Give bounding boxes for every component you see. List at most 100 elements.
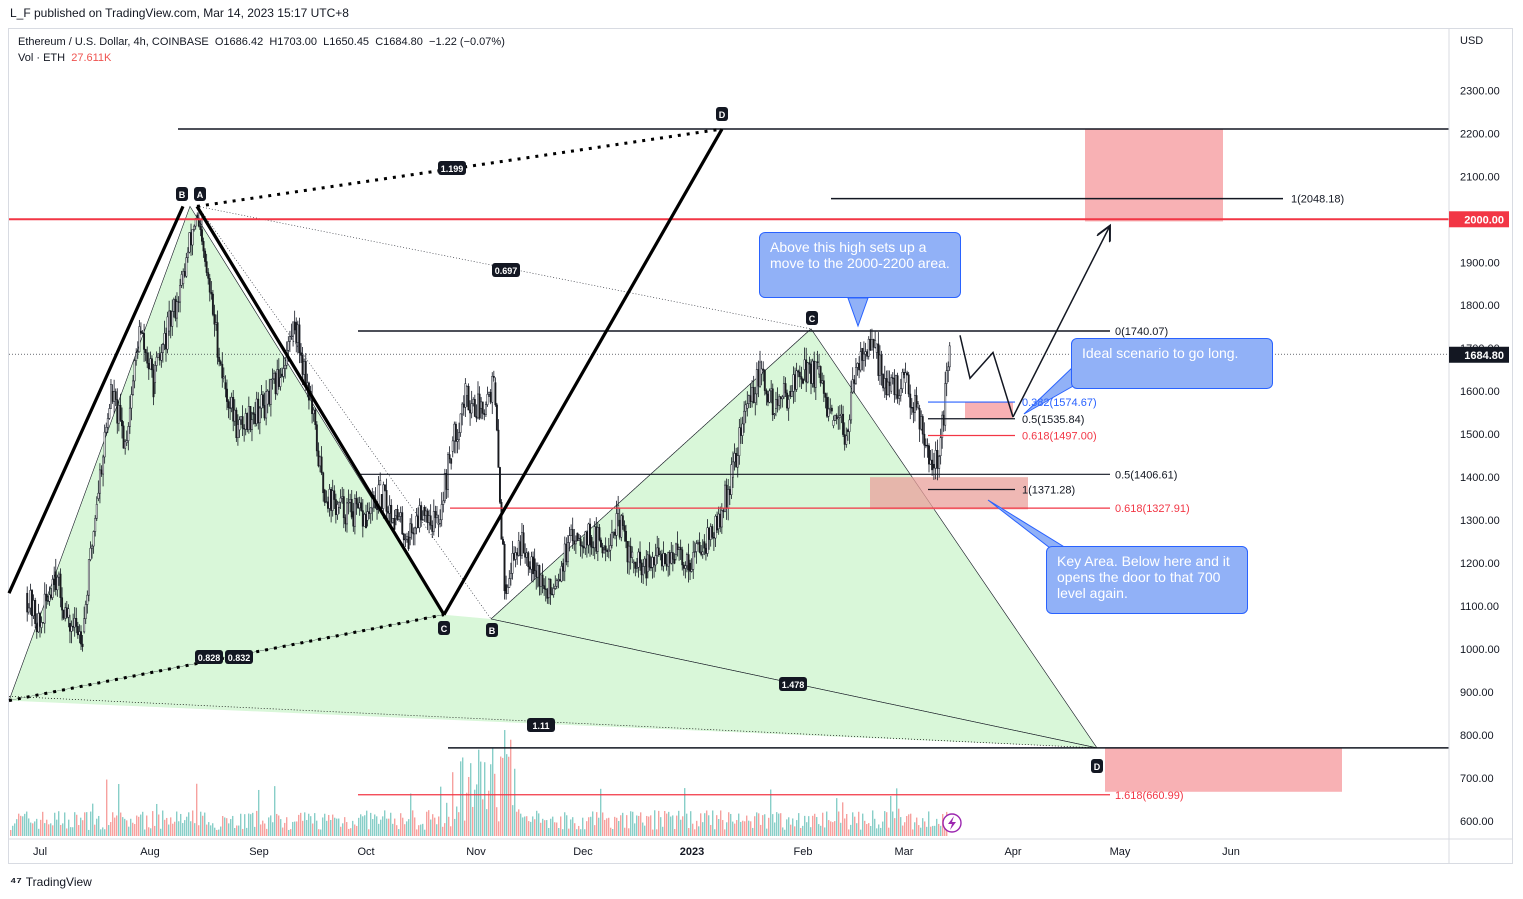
candle-up	[850, 391, 853, 421]
fib-level-label: 0.618(1327.91)	[1115, 503, 1190, 515]
volume-bar	[458, 812, 460, 836]
price-tick-label: 1900.00	[1460, 257, 1500, 269]
volume-bar	[922, 818, 924, 836]
volume-bar	[616, 817, 618, 836]
volume-bar	[254, 826, 256, 836]
candle-up	[832, 420, 835, 426]
candle-up	[339, 497, 342, 503]
volume-bar	[170, 817, 172, 836]
volume-bar	[594, 825, 596, 836]
candle-down	[208, 278, 211, 293]
candle-up	[840, 413, 843, 416]
candle-down	[931, 459, 934, 471]
volume-bar	[872, 810, 874, 836]
low-value: L1650.45	[323, 36, 370, 48]
volume-bar	[230, 819, 232, 836]
volume-bar	[680, 819, 682, 836]
candle-up	[451, 440, 454, 452]
volume-bar	[520, 813, 522, 836]
candle-down	[434, 511, 437, 519]
volume-bar	[52, 825, 54, 836]
volume-bar	[726, 822, 728, 836]
callout-right-text: Ideal scenario to go long.	[1082, 345, 1239, 361]
candle-up	[230, 397, 233, 409]
candle-down	[524, 552, 527, 558]
candle-up	[827, 408, 830, 417]
volume-bar	[684, 788, 686, 836]
candle-up	[459, 413, 462, 433]
candle-up	[693, 551, 696, 553]
volume-bar	[148, 827, 150, 836]
candle-down	[522, 532, 525, 554]
candle-down	[882, 374, 885, 389]
pattern-point-label: C	[809, 314, 816, 324]
volume-bar	[426, 811, 428, 836]
time-tick-label: Sep	[249, 846, 269, 858]
candle-down	[121, 420, 123, 427]
candle-down	[469, 409, 472, 414]
candle-down	[246, 413, 249, 430]
volume-bar	[262, 820, 264, 836]
volume-bar	[734, 823, 736, 836]
volume-bar	[320, 829, 322, 836]
volume-legend[interactable]: Vol · ETH 27.611K	[18, 52, 111, 64]
callout-top-high[interactable]: Above this high sets up a move to the 20…	[759, 232, 961, 298]
ratio-label: 1.11	[532, 721, 549, 731]
candle-up	[125, 440, 128, 444]
volume-bar	[640, 812, 642, 836]
volume-bar	[208, 822, 210, 836]
candle-down	[942, 414, 945, 426]
candle-up	[113, 391, 116, 402]
volume-bar	[448, 816, 450, 836]
volume-bar	[900, 817, 902, 836]
price-tick-label: 1400.00	[1460, 472, 1500, 484]
volume-bar	[790, 824, 792, 836]
candle-up	[947, 366, 950, 371]
callout-ideal-long[interactable]: Ideal scenario to go long.	[1071, 338, 1273, 389]
volume-bar	[582, 817, 584, 836]
volume-bar	[686, 813, 688, 836]
time-tick-label: Jun	[1222, 846, 1240, 858]
volume-bar	[596, 812, 598, 836]
publish-header: L_F published on TradingView.com, Mar 14…	[10, 6, 349, 20]
candle-up	[948, 345, 951, 368]
change-value: −1.22 (−0.07%)	[429, 36, 505, 48]
long-entry-zone	[965, 401, 1013, 420]
volume-bar	[444, 823, 446, 836]
supply-demand-zones	[870, 129, 1342, 792]
volume-bar	[218, 829, 220, 836]
candle-up	[282, 368, 285, 377]
candle-up	[110, 384, 112, 409]
candle-up	[754, 393, 757, 403]
volume-bar	[862, 813, 864, 836]
volume-bar	[16, 819, 18, 836]
volume-bar	[820, 825, 822, 836]
candle-down	[757, 369, 760, 387]
candle-down	[527, 552, 530, 568]
volume-bar	[348, 828, 350, 836]
candle-down	[503, 543, 506, 592]
tradingview-footer[interactable]: ⁴⁷ TradingView	[10, 874, 92, 889]
candle-down	[763, 370, 766, 391]
callout-key-area[interactable]: Key Area. Below here and it opens the do…	[1046, 546, 1248, 614]
candle-down	[835, 415, 838, 420]
candle-up	[651, 557, 654, 568]
volume-bar	[886, 812, 888, 836]
volume-bar	[436, 824, 438, 836]
symbol-legend[interactable]: Ethereum / U.S. Dollar, 4h, COINBASE O16…	[18, 36, 505, 48]
candle-up	[32, 600, 35, 617]
candle-down	[31, 590, 33, 617]
volume-bar	[558, 828, 560, 836]
candle-down	[581, 545, 584, 547]
candle-down	[687, 554, 690, 571]
volume-bar	[256, 810, 258, 836]
volume-bar	[192, 810, 194, 836]
candle-up	[837, 417, 840, 420]
volume-bar	[536, 810, 538, 836]
candle-up	[238, 419, 241, 431]
candle-up	[398, 516, 401, 520]
candle-down	[648, 554, 651, 568]
volume-bar	[530, 821, 532, 836]
candle-up	[875, 343, 878, 353]
